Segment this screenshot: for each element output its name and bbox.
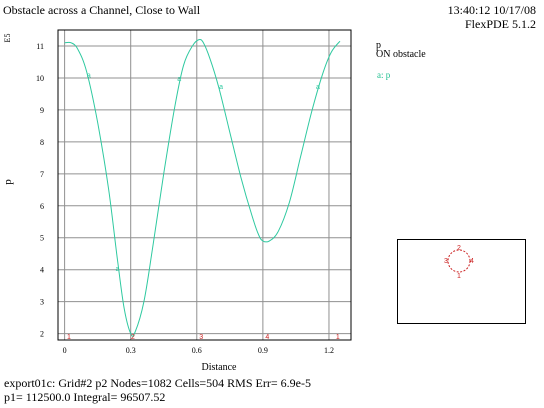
x-tick-label-0: 0	[63, 346, 67, 355]
y-tick-label-3: 5	[40, 234, 44, 243]
inset-marker-1: 1	[457, 273, 461, 280]
channel-outline	[397, 239, 526, 324]
domain-inset: 1 2 3 4	[397, 239, 526, 324]
footer-integral: p1= 112500.0 Integral= 96507.52	[4, 390, 166, 404]
x-tick-label-2: 0.6	[192, 346, 202, 355]
position-marker-0: 1	[67, 334, 71, 341]
position-markers: 1 2 3 4 1	[67, 334, 340, 341]
y-tick-label-7: 9	[40, 106, 44, 115]
position-marker-3: 4	[265, 334, 269, 341]
y-tick-label-4: 6	[40, 202, 44, 211]
y-tick-label-0: 2	[40, 330, 44, 339]
series-markers: a a a a a	[87, 73, 320, 273]
plot-frame	[57, 29, 352, 341]
legend-variable: p	[376, 40, 381, 51]
series-marker-4: a	[316, 84, 320, 91]
x-tick-label-3: 0.9	[258, 346, 268, 355]
grid	[58, 30, 351, 340]
x-axis-label: Distance	[202, 362, 238, 370]
legend-subtitle: ON obstacle	[376, 49, 426, 60]
series-line-p	[64, 38, 341, 337]
y-tick-label-1: 3	[40, 298, 44, 307]
footer-stats: export01c: Grid#2 p2 Nodes=1082 Cells=50…	[4, 376, 311, 390]
inset-marker-2: 2	[457, 245, 461, 252]
y-scale-label: E5	[3, 34, 12, 43]
y-tick-label-6: 8	[40, 138, 44, 147]
timestamp: 13:40:12 10/17/08	[447, 3, 536, 17]
y-tick-label-5: 7	[40, 170, 44, 179]
line-plot: 2 3 4 5 6 7 8 9 10 11 0 0.3 0.6 0.9 1.2 a a a a a 1 2 3 4 1 D…	[2, 29, 352, 370]
position-marker-4: 1	[336, 334, 340, 341]
y-tick-label-9: 11	[36, 42, 44, 51]
legend-series-entry: a: p	[377, 70, 391, 80]
series-marker-1: a	[116, 266, 120, 273]
obstacle-circle	[447, 249, 471, 273]
y-axis-label: p	[2, 179, 14, 185]
y-tick-label-8: 10	[36, 74, 44, 83]
x-tick-labels: 0 0.3 0.6 0.9 1.2	[63, 346, 334, 355]
series-marker-3: a	[219, 84, 223, 91]
version-label: FlexPDE 5.1.2	[464, 17, 536, 31]
x-tick-label-1: 0.3	[126, 346, 136, 355]
y-tick-labels: 2 3 4 5 6 7 8 9 10 11	[36, 42, 44, 339]
series-marker-0: a	[87, 73, 91, 80]
position-marker-1: 2	[131, 334, 135, 341]
series-marker-2: a	[177, 76, 181, 83]
x-tick-label-4: 1.2	[324, 346, 334, 355]
inset-marker-4: 4	[470, 258, 474, 265]
inset-marker-3: 3	[444, 258, 448, 265]
chart-title: Obstacle across a Channel, Close to Wall	[3, 3, 201, 17]
y-tick-label-2: 4	[40, 266, 44, 275]
position-marker-2: 3	[199, 334, 203, 341]
